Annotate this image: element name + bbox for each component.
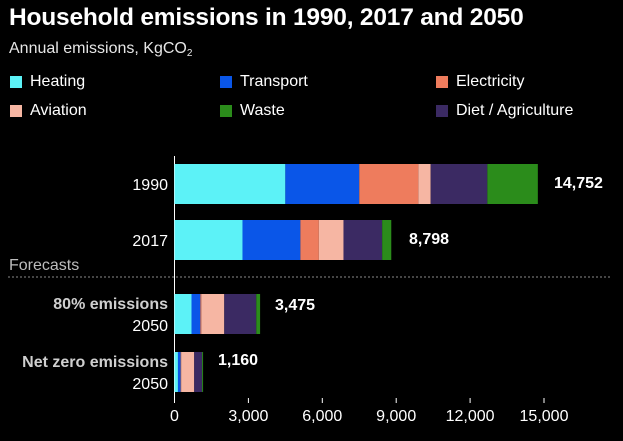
legend-swatch-waste	[220, 105, 232, 117]
legend-label-diet-agriculture: Diet / Agriculture	[456, 102, 574, 119]
legend-swatch-diet-agriculture	[436, 105, 448, 117]
total-label-4: 1,160	[218, 352, 258, 369]
bar-1-transport	[285, 164, 360, 204]
legend-label-aviation: Aviation	[30, 102, 87, 119]
bar-4-transport	[177, 352, 181, 392]
legend-label-heating: Heating	[30, 73, 86, 90]
legend-label-waste: Waste	[240, 102, 285, 119]
forecast-label: Forecasts	[9, 257, 79, 274]
x-tick-label-3: 9,000	[376, 408, 416, 425]
bar-2-aviation	[318, 220, 344, 260]
category-label-3: 2050	[132, 318, 168, 335]
x-tick-label-5: 15,000	[520, 408, 569, 425]
subtitle-subscript: 2	[186, 48, 193, 59]
category-label-top-3: 80% emissions	[53, 296, 168, 313]
legend-item-aviation: Aviation	[10, 102, 87, 120]
bar-1-electricity	[359, 164, 419, 204]
legend-swatch-aviation	[10, 105, 22, 117]
legend-swatch-transport	[220, 76, 232, 88]
category-label-1: 1990	[132, 177, 168, 194]
legend-label-transport: Transport	[240, 73, 308, 90]
x-tick-label-0: 0	[170, 408, 179, 425]
x-tick-label-2: 6,000	[302, 408, 342, 425]
bar-3-heating	[174, 294, 192, 334]
legend-swatch-electricity	[436, 76, 448, 88]
bar-2-heating	[174, 220, 243, 260]
bar-3-aviation	[201, 294, 225, 334]
subtitle-text: Annual emissions, KgCO	[9, 40, 187, 57]
bar-4-diet-agriculture	[194, 352, 203, 392]
category-label-top-4: Net zero emissions	[22, 354, 168, 371]
bar-1-waste	[487, 164, 538, 204]
legend-swatch-heating	[10, 76, 22, 88]
bar-2-electricity	[300, 220, 319, 260]
bar-3-waste	[256, 294, 261, 334]
x-tick-label-1: 3,000	[228, 408, 268, 425]
category-label-4: 2050	[132, 376, 168, 393]
bar-1-diet-agriculture	[430, 164, 488, 204]
bar-2-diet-agriculture	[343, 220, 383, 260]
legend-item-diet-agriculture: Diet / Agriculture	[436, 102, 573, 120]
bar-3-transport	[191, 294, 201, 334]
x-tick-label-4: 12,000	[446, 408, 495, 425]
bar-4-aviation	[181, 352, 195, 392]
category-label-2: 2017	[132, 233, 168, 250]
total-label-2: 8,798	[409, 231, 449, 248]
chart-subtitle: Annual emissions, KgCO2	[9, 40, 192, 59]
legend-item-transport: Transport	[220, 73, 308, 91]
legend-label-electricity: Electricity	[456, 73, 525, 90]
legend-item-heating: Heating	[10, 73, 85, 91]
legend-item-waste: Waste	[220, 102, 285, 120]
total-label-1: 14,752	[554, 175, 603, 192]
bar-3-diet-agriculture	[224, 294, 257, 334]
bar-2-transport	[242, 220, 301, 260]
chart-title: Household emissions in 1990, 2017 and 20…	[9, 4, 524, 31]
bar-3-electricity	[200, 294, 202, 334]
bar-4-waste	[202, 352, 204, 392]
bar-1-heating	[174, 164, 286, 204]
legend-item-electricity: Electricity	[436, 73, 524, 91]
bar-2-waste	[382, 220, 392, 260]
bar-4-heating	[174, 352, 178, 392]
total-label-3: 3,475	[275, 297, 315, 314]
bar-1-aviation	[418, 164, 431, 204]
